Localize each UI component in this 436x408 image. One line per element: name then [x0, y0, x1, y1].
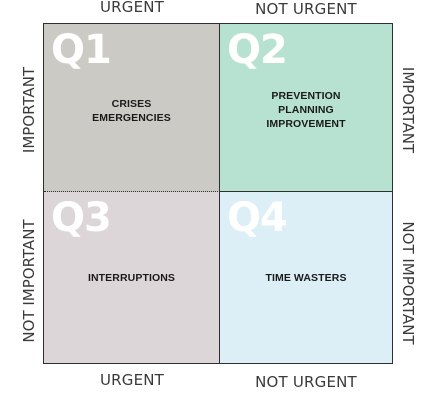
quadrant-q2-text: PREVENTION PLANNING IMPROVEMENT: [220, 89, 392, 131]
quadrant-q3-text: INTERRUPTIONS: [44, 271, 219, 285]
quadrant-q4-line: TIME WASTERS: [265, 272, 347, 284]
quadrant-q4: Q4 TIME WASTERS: [220, 192, 392, 363]
left-not-important-label: NOT IMPORTANT: [20, 219, 38, 343]
bottom-not-urgent-label: NOT URGENT: [255, 373, 357, 391]
quadrant-q4-label: Q4: [227, 195, 288, 241]
left-important-label: IMPORTANT: [20, 66, 38, 154]
right-not-important-label: NOT IMPORTANT: [399, 221, 417, 345]
quadrant-q2: Q2 PREVENTION PLANNING IMPROVEMENT: [220, 24, 392, 192]
top-urgent-label: URGENT: [99, 0, 165, 16]
quadrant-q3: Q3 INTERRUPTIONS: [44, 192, 220, 363]
quadrant-q2-label: Q2: [227, 27, 288, 73]
quadrant-q4-text: TIME WASTERS: [220, 271, 392, 285]
quadrant-q2-line: PREVENTION: [271, 90, 341, 102]
quadrant-q1-line: CRISES: [111, 98, 152, 110]
top-not-urgent-label: NOT URGENT: [255, 0, 357, 18]
quadrant-q1-line: EMERGENCIES: [92, 112, 171, 124]
bottom-urgent-label: URGENT: [99, 371, 165, 389]
quadrant-q3-label: Q3: [51, 195, 112, 241]
quadrant-q2-line: IMPROVEMENT: [266, 118, 346, 130]
quadrant-q1: Q1 CRISES EMERGENCIES: [44, 24, 220, 192]
quadrant-q3-line: INTERRUPTIONS: [87, 272, 176, 284]
right-important-label: IMPORTANT: [399, 66, 417, 154]
quadrant-q1-text: CRISES EMERGENCIES: [44, 97, 219, 125]
quadrant-q1-label: Q1: [51, 27, 112, 73]
quadrant-q2-line: PLANNING: [278, 104, 334, 116]
priority-matrix: Q1 CRISES EMERGENCIES Q2 PREVENTION PLAN…: [43, 23, 393, 364]
